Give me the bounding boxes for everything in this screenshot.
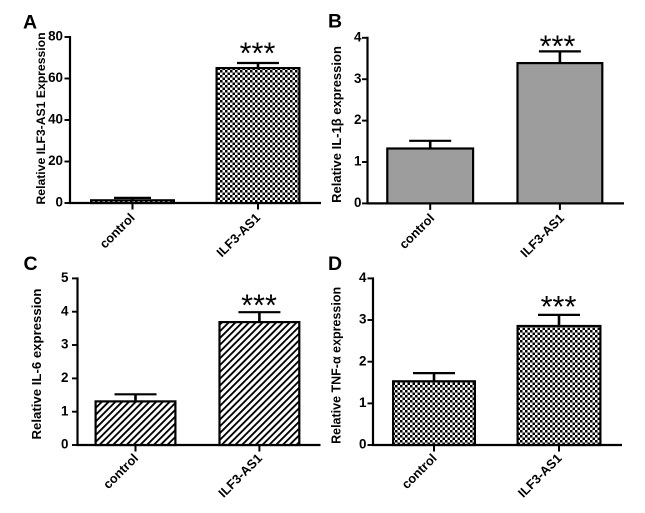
svg-text:5: 5	[61, 270, 69, 285]
svg-text:Relative IL-1β expression: Relative IL-1β expression	[329, 46, 344, 203]
svg-text:1: 1	[61, 403, 69, 418]
svg-text:3: 3	[354, 71, 361, 86]
svg-text:0: 0	[56, 195, 63, 210]
svg-text:Relative ILF3-AS1 Expression: Relative ILF3-AS1 Expression	[34, 32, 48, 204]
svg-text:3: 3	[61, 337, 68, 352]
svg-text:1: 1	[359, 395, 367, 410]
svg-text:0: 0	[354, 195, 361, 210]
svg-text:Relative TNF-α expression: Relative TNF-α expression	[330, 287, 344, 444]
svg-text:3: 3	[359, 312, 366, 327]
svg-text:***: ***	[541, 290, 577, 324]
svg-text:0: 0	[359, 437, 366, 452]
svg-text:1: 1	[354, 154, 362, 169]
svg-text:Relative IL-6 expression: Relative IL-6 expression	[29, 289, 44, 440]
svg-text:40: 40	[48, 112, 63, 127]
svg-text:80: 80	[48, 29, 63, 44]
svg-text:***: ***	[540, 30, 576, 64]
svg-text:D: D	[328, 253, 342, 275]
svg-text:4: 4	[61, 303, 69, 318]
svg-text:C: C	[24, 253, 38, 275]
svg-text:B: B	[328, 11, 342, 33]
svg-text:20: 20	[48, 153, 63, 168]
svg-text:0: 0	[61, 437, 68, 452]
svg-text:4: 4	[359, 270, 367, 285]
svg-text:***: ***	[241, 289, 277, 323]
svg-text:A: A	[23, 12, 37, 34]
svg-text:***: ***	[240, 37, 276, 71]
svg-text:2: 2	[359, 353, 366, 368]
svg-text:2: 2	[354, 112, 361, 127]
svg-text:4: 4	[354, 29, 362, 44]
svg-text:2: 2	[61, 370, 68, 385]
svg-text:60: 60	[48, 70, 63, 85]
